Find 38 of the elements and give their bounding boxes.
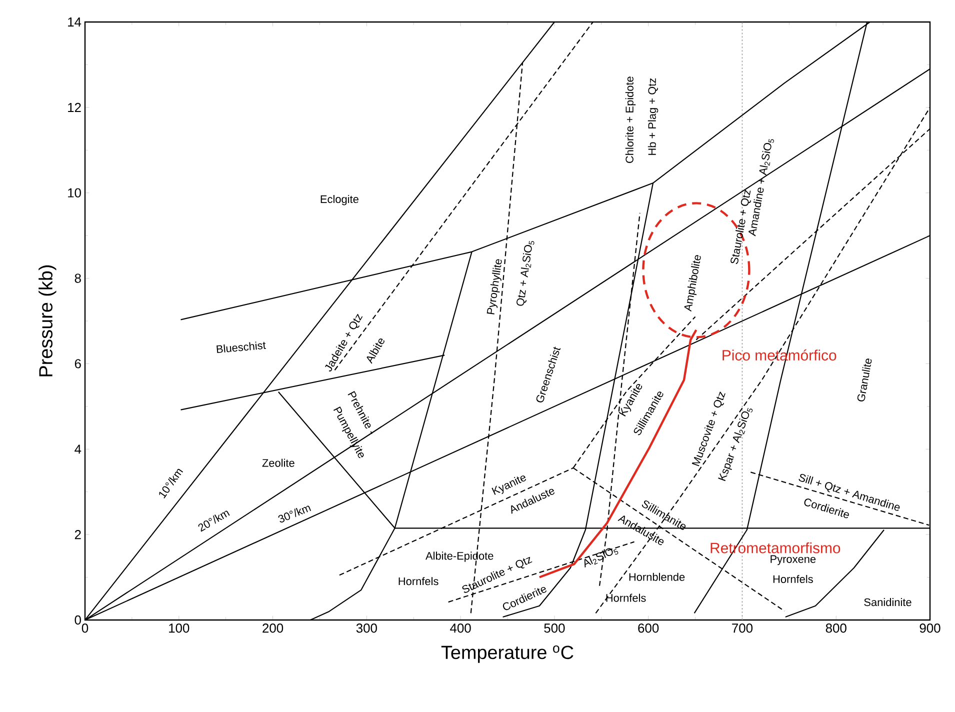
annotation: Hornfels [606,594,646,602]
x-tick-label: 500 [544,624,565,633]
y-tick-label: 14 [68,18,82,26]
y-tick-label: 8 [74,274,81,283]
x-tick-label: 200 [262,624,284,633]
y-tick-label: 10 [68,188,81,198]
annotation: Albite-Epidote [426,552,494,562]
y-tick-label: 6 [74,359,81,368]
y-tick-label: 4 [74,444,82,454]
annotation: Sanidinite [864,598,912,606]
annotation: Chlorite + Epidote [625,76,636,163]
annotation: Blueschist [216,342,266,354]
annotation: Hornfels [398,577,438,586]
x-axis-title: Temperature $^{o}$C [441,646,574,663]
x-tick-label: 900 [920,624,940,633]
x-tick-label: 700 [732,624,753,633]
x-tick-label: 300 [356,624,377,633]
annotation: Zeolite [262,458,294,467]
x-tick-label: 800 [826,624,846,633]
annotation: Hb + Plag + Qtz [648,78,658,155]
x-tick-label: 400 [450,624,471,633]
annotation: Granulite [857,358,872,402]
y-tick-label: 2 [74,530,81,540]
annotation: Hornblende [629,572,685,581]
x-tick-label: 0 [82,624,88,633]
annotation: Eclogite [320,195,358,206]
y-tick-label: 0 [74,615,81,625]
x-tick-label: 100 [169,624,190,633]
annotation: Amphibolite [684,255,701,312]
annotation: 30°/km [278,506,312,522]
annotation: Pyroxene [770,555,816,566]
annotation: Hornfels [773,574,813,584]
y-axis-title: Pressure (kb) [38,265,56,376]
x-tick-label: 600 [638,624,659,633]
annotation: Pyrophyllite [486,259,502,314]
annotation: Kspar + Al$_{2}$SiO$_{5}$ [718,408,753,482]
annotation: Qtz + Al$_{2}$SiO$_{5}$ [516,240,534,306]
y-tick-label: 12 [68,102,81,112]
